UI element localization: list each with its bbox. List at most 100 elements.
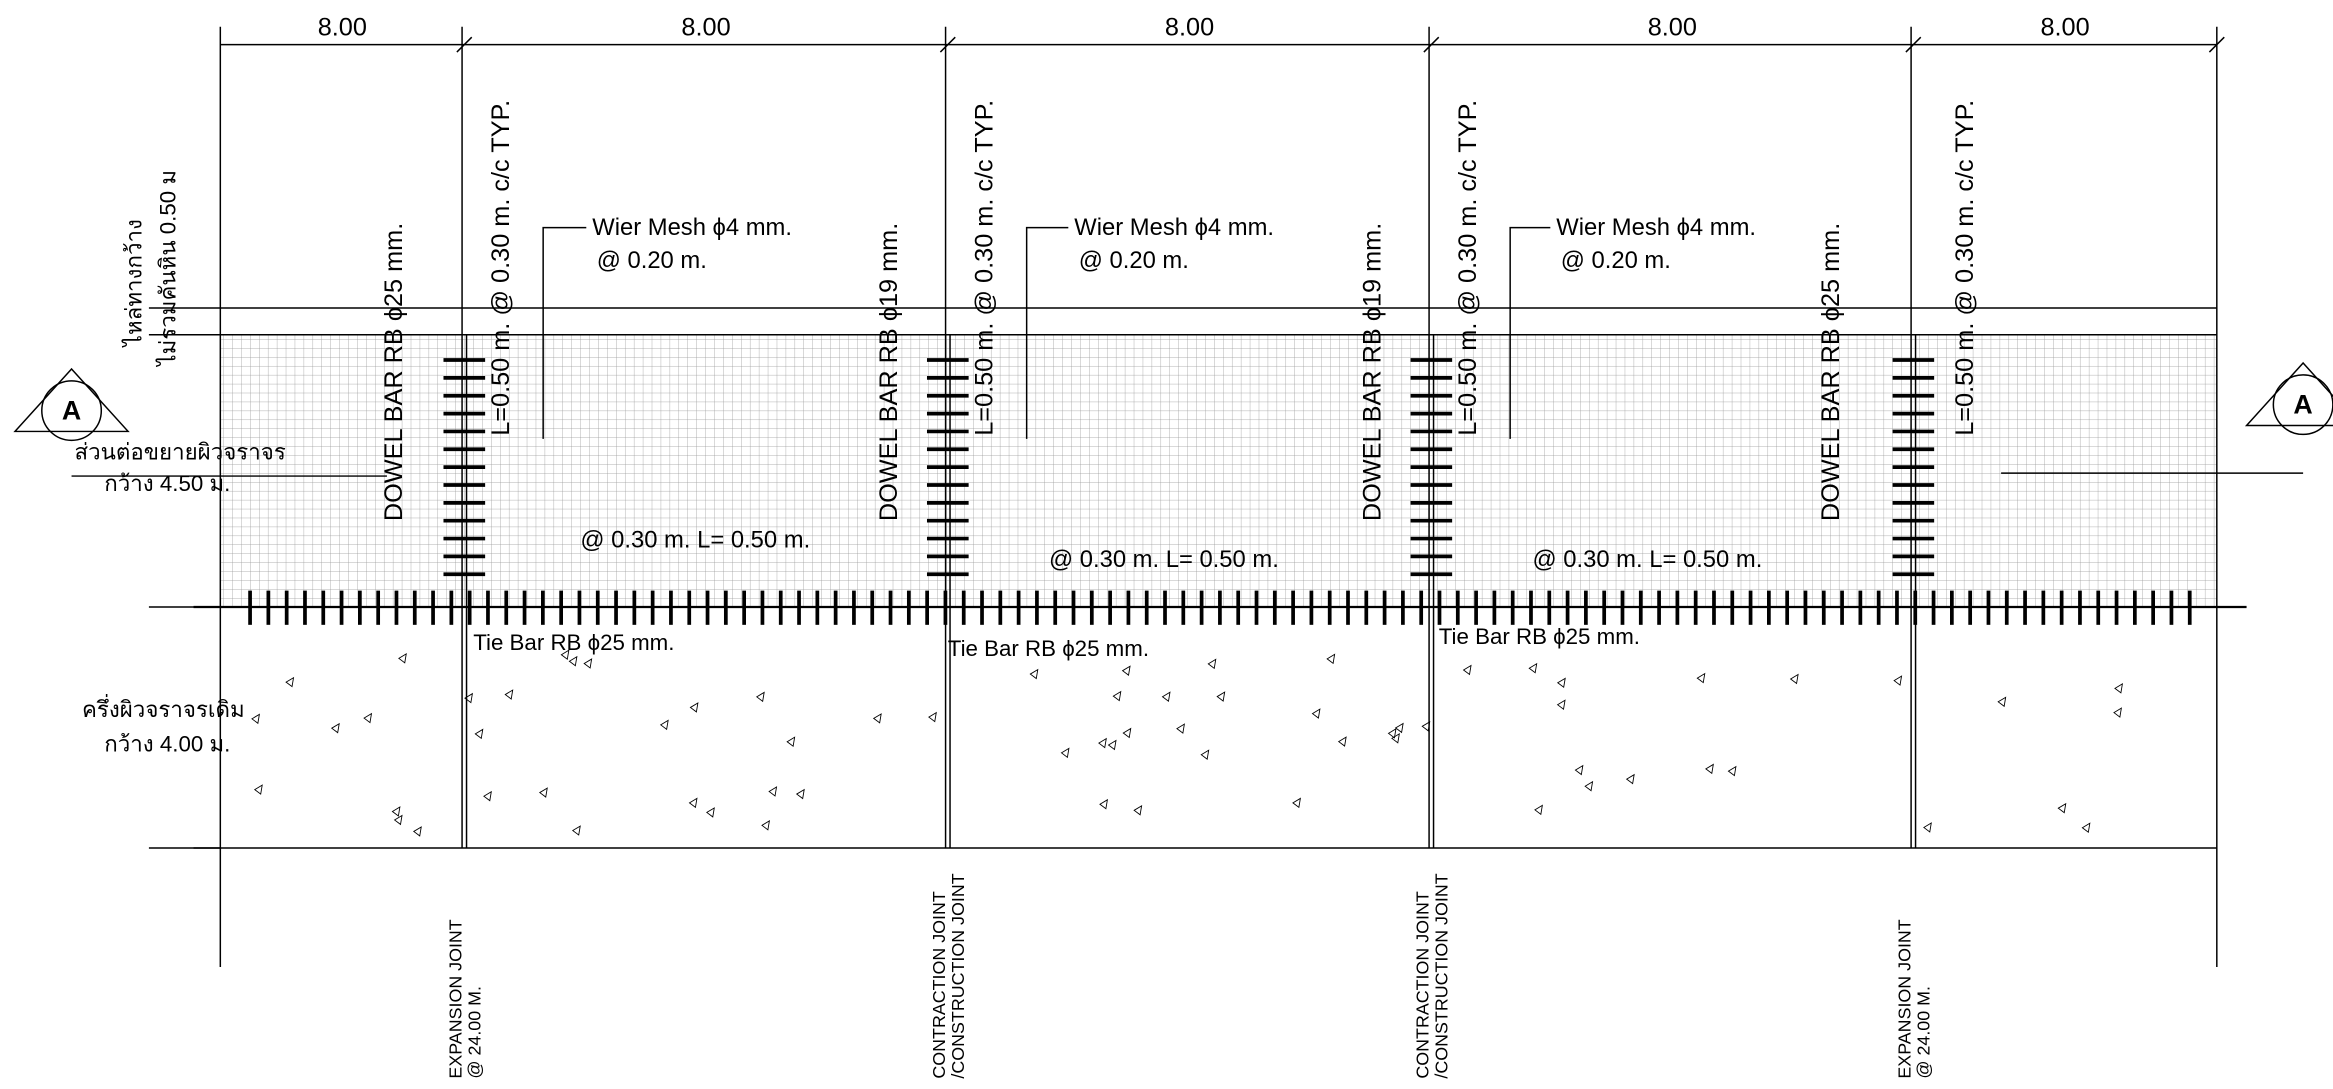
aggregate-mark	[1098, 737, 1107, 749]
dowel-bar-label: DOWEL BAR RB ϕ25 mm.	[380, 223, 408, 521]
dimension-tick	[1423, 36, 1440, 53]
aggregate-mark	[706, 807, 715, 818]
aggregate-mark	[330, 722, 340, 734]
dowel-bar-label: DOWEL BAR RB ϕ19 mm.	[1359, 223, 1387, 521]
aggregate-mark	[688, 797, 698, 809]
dimension-tick	[456, 36, 473, 53]
tie-bar-spacing: @ 0.30 m. L= 0.50 m.	[580, 526, 810, 553]
dowel-bar-label: DOWEL BAR RB ϕ19 mm.	[875, 223, 903, 521]
aggregate-mark	[1696, 672, 1706, 684]
aggregate-mark	[1997, 696, 2007, 708]
tie-bar-label: Tie Bar RB ϕ25 mm.	[473, 630, 674, 655]
joint-label: EXPANSION JOINT	[445, 919, 465, 1078]
joint-label: /CONSTRUCTION JOINT	[948, 873, 968, 1078]
dimension-tick	[939, 36, 956, 53]
aggregate-mark	[928, 711, 937, 723]
aggregate-mark	[538, 787, 548, 798]
aggregate-mark	[1060, 747, 1070, 759]
aggregate-mark	[755, 691, 765, 703]
aggregate-mark	[1099, 798, 1108, 810]
aggregate-mark	[251, 713, 260, 725]
dimension-tick	[2208, 36, 2225, 53]
aggregate-mark	[483, 790, 492, 802]
aggregate-mark	[393, 814, 403, 826]
dimension-tick	[1905, 36, 1922, 53]
aggregate-mark	[761, 819, 770, 831]
aggregate-mark	[1161, 691, 1171, 702]
aggregate-mark	[1387, 727, 1397, 739]
dimension-label: 8.00	[318, 14, 367, 42]
dowel-spacing-label: L=0.50 m. @ 0.30 m. c/c TYP.	[487, 100, 515, 436]
aggregate-mark	[464, 692, 473, 704]
aggregate-mark	[1727, 765, 1737, 777]
aggregate-mark	[795, 788, 805, 800]
section-triangle	[2244, 361, 2333, 427]
mesh-leader	[542, 226, 587, 439]
aggregate-mark	[659, 719, 669, 731]
tie-bar-spacing: @ 0.30 m. L= 0.50 m.	[1532, 546, 1762, 573]
joint-label: CONTRACTION JOINT	[929, 891, 949, 1078]
mesh-label: @ 0.20 m.	[1561, 247, 1671, 274]
aggregate-mark	[1121, 665, 1131, 676]
aggregate-mark	[1789, 673, 1799, 685]
aggregate-mark	[1574, 764, 1584, 776]
tie-bar-label: Tie Bar RB ϕ25 mm.	[1439, 624, 1640, 649]
dimension-label: 8.00	[1648, 14, 1697, 42]
joint-label: CONTRACTION JOINT	[1412, 891, 1432, 1078]
aggregate-mark	[1122, 727, 1132, 739]
mesh-area	[220, 334, 2217, 607]
section-circle	[41, 380, 103, 442]
aggregate-mark	[1556, 677, 1566, 689]
aggregate-mark	[560, 649, 570, 661]
aggregate-mark	[1625, 773, 1635, 785]
aggregate-mark	[1326, 653, 1336, 665]
mesh-label: Wier Mesh ϕ4 mm.	[592, 214, 792, 241]
aggregate-mark	[1133, 804, 1143, 816]
aggregate-mark	[504, 689, 514, 700]
shoulder-label: ไม่รวมคันหิน 0.50 ม	[156, 170, 181, 368]
dowel-spacing-label: L=0.50 m. @ 0.30 m. c/c TYP.	[1951, 100, 1979, 436]
joint-label: /CONSTRUCTION JOINT	[1432, 873, 1452, 1078]
aggregate-mark	[285, 676, 295, 688]
aggregate-mark	[1292, 797, 1301, 809]
aggregate-mark	[391, 806, 401, 817]
aggregate-mark	[1207, 658, 1217, 670]
aggregate-mark	[1394, 722, 1404, 734]
aggregate-mark	[1391, 732, 1400, 744]
joint-label: EXPANSION JOINT	[1894, 919, 1914, 1078]
aggregate-mark	[1534, 804, 1543, 816]
aggregate-mark	[1176, 723, 1185, 734]
tie-bar-spacing: @ 0.30 m. L= 0.50 m.	[1049, 546, 1279, 573]
aggregate-mark	[1893, 675, 1903, 686]
mesh-label: Wier Mesh ϕ4 mm.	[1074, 214, 1274, 241]
mesh-label: @ 0.20 m.	[1079, 247, 1189, 274]
aggregate-mark	[398, 652, 407, 664]
aggregate-mark	[1462, 664, 1472, 676]
aggregate-mark	[1584, 780, 1594, 792]
aggregate-mark	[568, 655, 578, 667]
aggregate-mark	[363, 712, 373, 724]
aggregate-mark	[1528, 662, 1538, 674]
aggregate-mark	[1556, 699, 1566, 710]
dowel-bar-label: DOWEL BAR RB ϕ25 mm.	[1817, 223, 1845, 521]
aggregate-mark	[253, 784, 263, 795]
aggregate-mark	[1705, 763, 1714, 775]
aggregate-mark	[1311, 708, 1321, 719]
aggregate-mark	[1107, 739, 1117, 751]
aggregate-mark	[1200, 749, 1210, 760]
aggregate-mark	[412, 826, 422, 837]
aggregate-mark	[474, 728, 484, 740]
aggregate-mark	[1112, 690, 1122, 702]
aggregate-mark	[2113, 707, 2122, 718]
aggregate-mark	[1216, 691, 1226, 702]
mesh-leader	[1025, 226, 1069, 439]
tie-bar-label: Tie Bar RB ϕ25 mm.	[948, 636, 1149, 661]
mesh-leader	[1509, 226, 1551, 439]
joint-label: @ 24.00 M.	[1914, 986, 1934, 1079]
existing-label: กว้าง 4.00 ม.	[104, 731, 230, 756]
dowel-spacing-label: L=0.50 m. @ 0.30 m. c/c TYP.	[970, 100, 998, 436]
aggregate-mark	[583, 658, 593, 669]
existing-label: ครึ่งผิวจราจรเดิม	[82, 694, 245, 722]
mesh-label: @ 0.20 m.	[597, 247, 707, 274]
